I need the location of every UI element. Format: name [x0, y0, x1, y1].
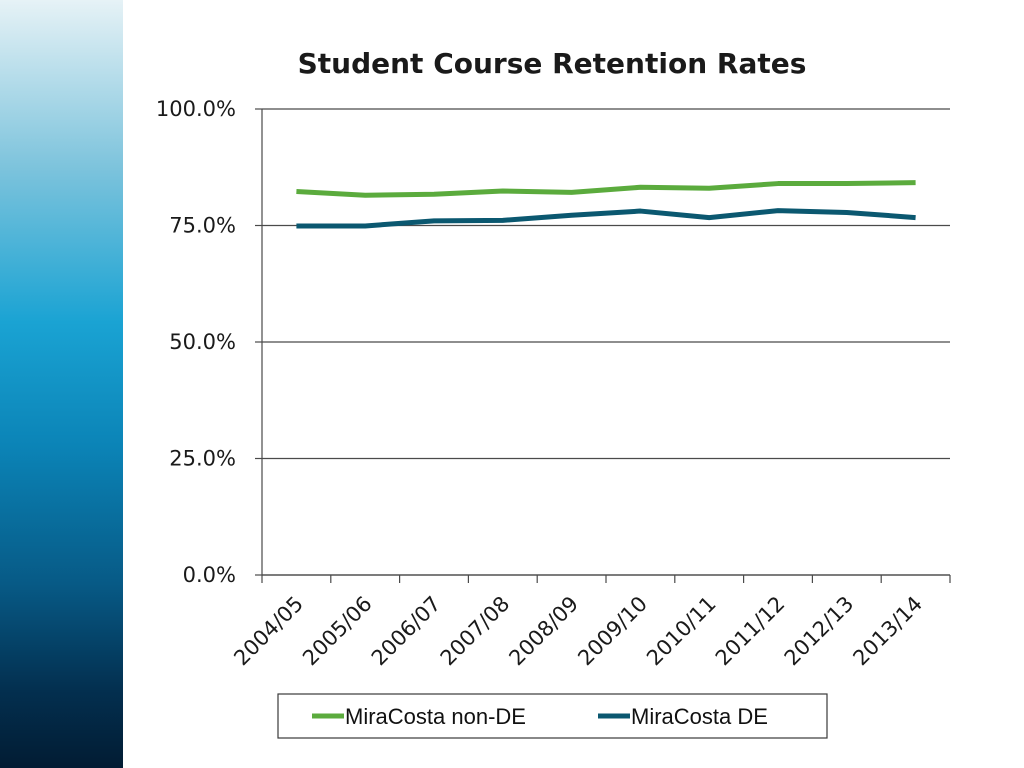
series-line-1	[296, 208, 916, 229]
legend-box	[277, 693, 828, 739]
y-tick-label: 75.0%	[169, 214, 236, 238]
y-tick-label: 50.0%	[169, 330, 236, 354]
chart-title: Student Course Retention Rates	[298, 47, 807, 80]
y-tick-label: 25.0%	[169, 447, 236, 471]
y-tick-label: 100.0%	[156, 97, 236, 121]
x-tick-label: 2004/05	[229, 592, 308, 671]
x-tick-label: 2007/08	[436, 592, 515, 671]
x-tick-label: 2006/07	[367, 592, 446, 671]
y-tick-label: 0.0%	[183, 563, 236, 587]
series-line-0	[296, 180, 916, 198]
x-tick-label: 2012/13	[780, 592, 859, 671]
legend-label: MiraCosta DE	[631, 704, 768, 729]
x-tick-label: 2011/12	[711, 592, 790, 671]
x-tick-label: 2013/14	[848, 592, 927, 671]
x-tick-label: 2005/06	[298, 592, 377, 671]
legend-label: MiraCosta non-DE	[345, 704, 526, 729]
x-tick-label: 2009/10	[573, 592, 652, 671]
decorative-side-band	[0, 0, 123, 768]
x-tick-label: 2010/11	[642, 592, 721, 671]
x-tick-label: 2008/09	[504, 592, 583, 671]
